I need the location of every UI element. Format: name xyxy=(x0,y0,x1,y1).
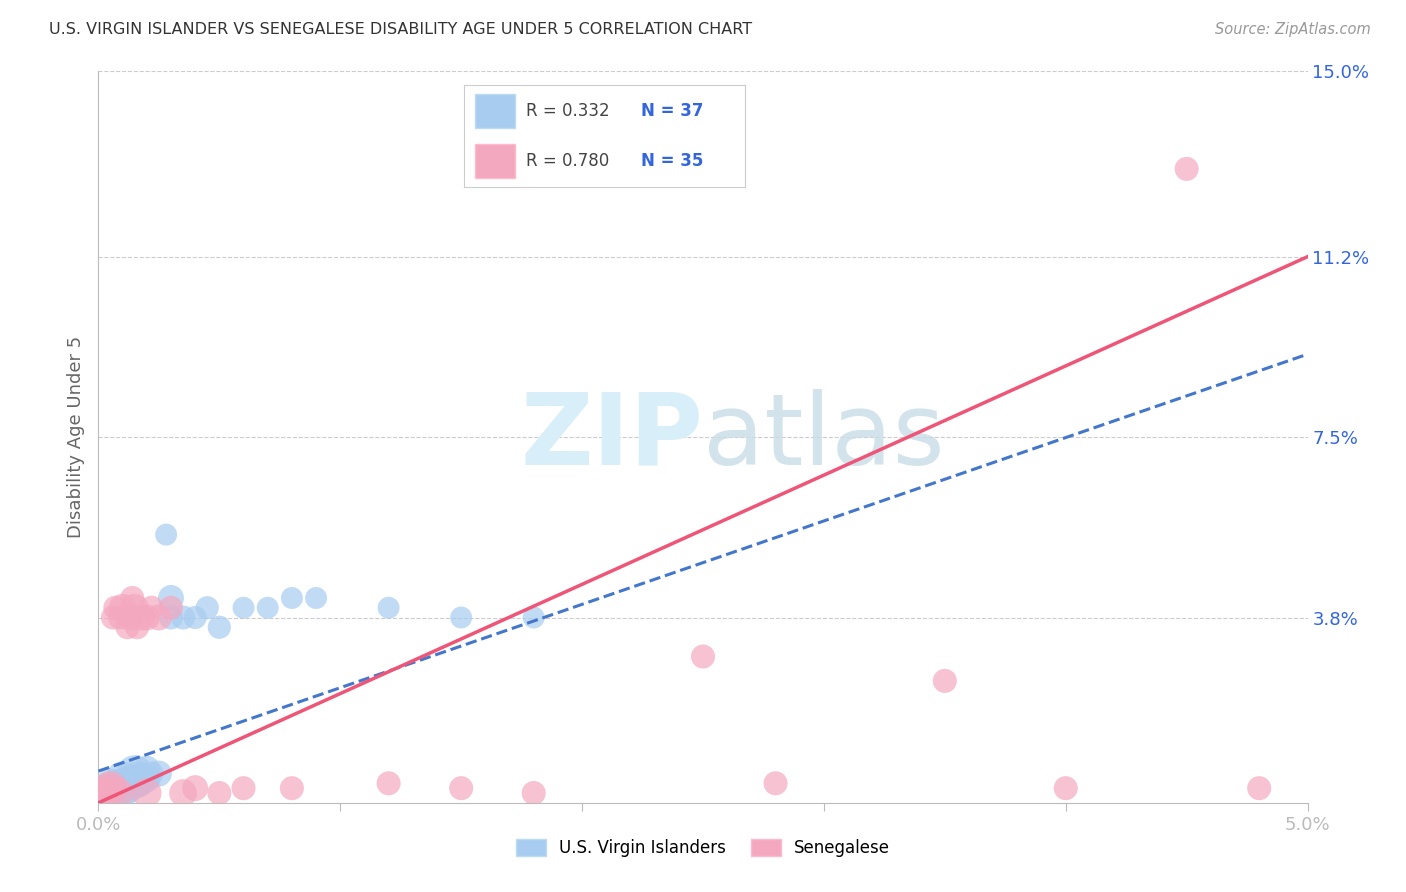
Point xyxy=(131,610,153,624)
Point xyxy=(281,781,304,796)
Point xyxy=(121,591,143,605)
Point xyxy=(135,772,157,786)
Point xyxy=(208,786,231,800)
Point xyxy=(94,781,117,796)
Point xyxy=(91,786,114,800)
Point xyxy=(155,527,177,541)
Y-axis label: Disability Age Under 5: Disability Age Under 5 xyxy=(66,336,84,538)
Point xyxy=(184,781,207,796)
Point xyxy=(1054,781,1077,796)
Text: N = 35: N = 35 xyxy=(641,153,703,170)
Point xyxy=(124,776,146,790)
Point xyxy=(523,786,546,800)
Point xyxy=(184,610,207,624)
Point xyxy=(94,786,117,800)
Point xyxy=(111,600,134,615)
Point xyxy=(765,776,787,790)
Point xyxy=(135,762,157,776)
Point xyxy=(450,781,472,796)
Point xyxy=(160,591,183,605)
Point xyxy=(100,781,122,796)
Point xyxy=(104,600,127,615)
Text: ZIP: ZIP xyxy=(520,389,703,485)
Point xyxy=(90,791,112,805)
Point xyxy=(104,786,127,800)
Text: atlas: atlas xyxy=(703,389,945,485)
Point xyxy=(172,610,194,624)
Point xyxy=(127,772,149,786)
Point xyxy=(117,776,139,790)
Point xyxy=(117,620,139,634)
Point xyxy=(523,610,546,624)
Point xyxy=(124,600,146,615)
Point xyxy=(232,600,254,615)
Point xyxy=(117,781,139,796)
Point xyxy=(148,766,170,780)
Point xyxy=(1175,161,1198,176)
Point xyxy=(100,786,122,800)
Point xyxy=(135,786,157,800)
Point xyxy=(377,776,399,790)
Point xyxy=(101,610,124,624)
Point xyxy=(172,786,194,800)
Point xyxy=(108,776,131,790)
Point xyxy=(111,781,134,796)
Point xyxy=(91,786,114,800)
Point xyxy=(305,591,328,605)
Point xyxy=(118,776,141,790)
Point xyxy=(111,772,134,786)
Point xyxy=(1249,781,1271,796)
Point xyxy=(124,766,146,780)
Point xyxy=(135,610,157,624)
Point xyxy=(160,610,183,624)
Point xyxy=(208,620,231,634)
Point xyxy=(160,600,183,615)
Point xyxy=(97,781,120,796)
FancyBboxPatch shape xyxy=(475,145,515,178)
Point xyxy=(141,766,163,780)
Text: N = 37: N = 37 xyxy=(641,102,703,120)
Point xyxy=(108,610,131,624)
Point xyxy=(128,776,150,790)
Point xyxy=(256,600,278,615)
Point xyxy=(141,600,163,615)
Legend: U.S. Virgin Islanders, Senegalese: U.S. Virgin Islanders, Senegalese xyxy=(509,832,897,864)
FancyBboxPatch shape xyxy=(475,94,515,128)
Point xyxy=(101,781,124,796)
Point xyxy=(100,776,122,790)
Point xyxy=(118,610,141,624)
Point xyxy=(450,610,472,624)
Text: U.S. VIRGIN ISLANDER VS SENEGALESE DISABILITY AGE UNDER 5 CORRELATION CHART: U.S. VIRGIN ISLANDER VS SENEGALESE DISAB… xyxy=(49,22,752,37)
Point xyxy=(121,772,143,786)
Point xyxy=(148,610,170,624)
Point xyxy=(107,781,129,796)
Point xyxy=(127,620,149,634)
Point xyxy=(232,781,254,796)
Text: Source: ZipAtlas.com: Source: ZipAtlas.com xyxy=(1215,22,1371,37)
Text: R = 0.780: R = 0.780 xyxy=(526,153,609,170)
Point xyxy=(107,786,129,800)
Point xyxy=(281,591,304,605)
Point xyxy=(934,673,956,688)
Point xyxy=(195,600,218,615)
Text: R = 0.332: R = 0.332 xyxy=(526,102,609,120)
Point xyxy=(692,649,714,664)
Point xyxy=(377,600,399,615)
Point xyxy=(131,772,153,786)
